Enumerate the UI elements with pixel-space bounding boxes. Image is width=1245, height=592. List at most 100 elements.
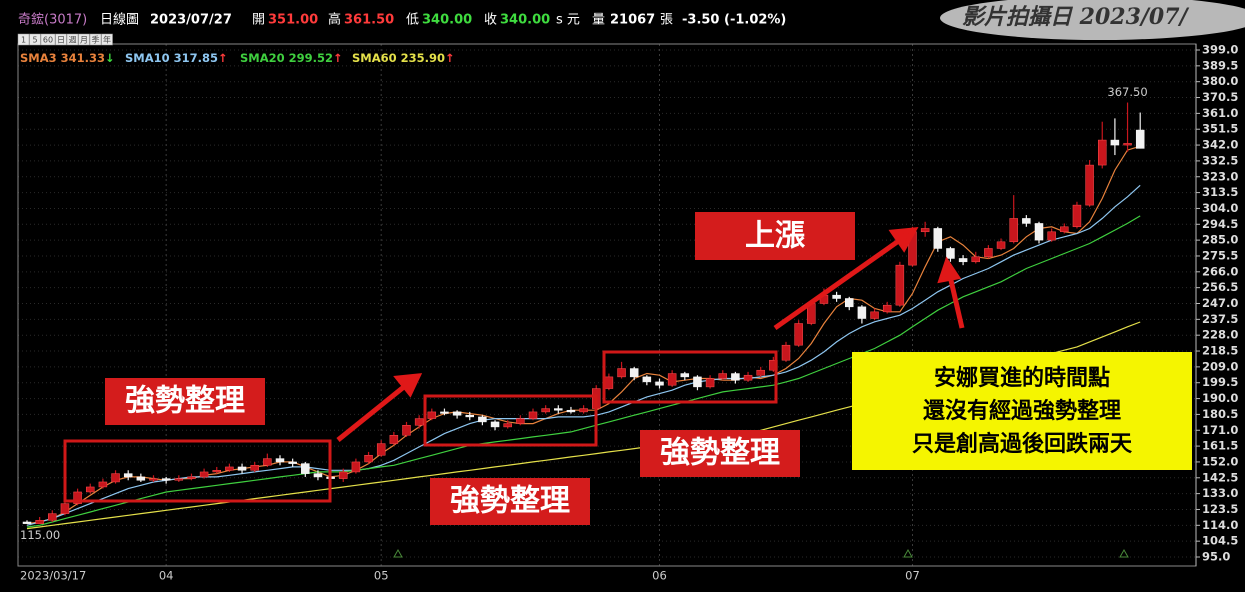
candle-body bbox=[1072, 204, 1082, 228]
period-button-label: 1 bbox=[21, 36, 26, 45]
candle-body bbox=[339, 471, 348, 479]
candle-body bbox=[604, 376, 614, 389]
candle-body bbox=[123, 473, 133, 478]
candle-body bbox=[402, 424, 411, 436]
high-value: 361.50 bbox=[344, 13, 394, 28]
y-tick-label: 389.5 bbox=[1202, 58, 1238, 72]
candle-body bbox=[617, 368, 626, 378]
candle-body bbox=[161, 478, 171, 481]
y-tick-label: 332.5 bbox=[1202, 153, 1238, 167]
period-button-label: 60 bbox=[43, 36, 53, 45]
tag-label: 強勢整理 bbox=[125, 384, 245, 419]
candle-body bbox=[857, 306, 867, 319]
legend-trend: ↓ bbox=[105, 51, 115, 65]
legend-value: 317.85 bbox=[174, 51, 218, 65]
date: 2023/07/27 bbox=[150, 13, 232, 28]
period-button-label: 5 bbox=[32, 36, 37, 45]
annotations: 強勢整理 強勢整理 強勢整理 上漲 安娜買進的時間點 還沒有經過強勢整理 只是創… bbox=[63, 212, 1192, 558]
y-tick-label: 399.0 bbox=[1202, 43, 1238, 57]
candle-body bbox=[528, 411, 538, 419]
candle-body bbox=[1098, 139, 1107, 166]
marker bbox=[903, 548, 913, 558]
candle-body bbox=[781, 344, 791, 361]
y-tick-label: 256.5 bbox=[1202, 280, 1238, 294]
y-tick-label: 152.0 bbox=[1202, 454, 1238, 468]
note-line: 還沒有經過強勢整理 bbox=[923, 398, 1121, 424]
y-tick-label: 247.0 bbox=[1202, 296, 1238, 310]
candle-body bbox=[794, 323, 803, 346]
candle-body bbox=[1060, 226, 1069, 233]
candle-body bbox=[60, 503, 70, 514]
legend-entry: SMA20 299.52↑ bbox=[240, 51, 343, 65]
candle-body bbox=[516, 418, 525, 424]
candle-body bbox=[22, 521, 32, 524]
candle-body bbox=[882, 304, 892, 313]
open-label: 開 bbox=[252, 13, 265, 28]
unit: s 元 bbox=[556, 13, 580, 28]
marker bbox=[1119, 548, 1129, 558]
candle-body bbox=[364, 455, 373, 463]
note-bg bbox=[852, 352, 1192, 470]
candle-body bbox=[389, 435, 399, 444]
candle-body bbox=[212, 470, 221, 473]
candle-body bbox=[351, 461, 361, 473]
low-label: 低 bbox=[406, 13, 419, 28]
y-tick-label: 323.0 bbox=[1202, 169, 1238, 183]
candle-body bbox=[313, 473, 323, 478]
candle-body bbox=[655, 381, 664, 386]
candle-body bbox=[756, 369, 765, 376]
candle-body bbox=[478, 416, 487, 423]
max-label: 367.50 bbox=[1107, 85, 1147, 99]
y-tick-label: 114.0 bbox=[1202, 518, 1238, 532]
arrow-head bbox=[937, 256, 962, 284]
candle-body bbox=[642, 376, 652, 383]
tag-bg bbox=[105, 378, 265, 425]
candle-body bbox=[629, 368, 639, 378]
close-value: 340.00 bbox=[500, 13, 550, 28]
candle-body bbox=[1110, 139, 1120, 146]
candle-body bbox=[743, 374, 753, 381]
range-box bbox=[602, 350, 778, 404]
candle-body bbox=[288, 461, 297, 464]
candle-body bbox=[490, 421, 500, 428]
candle-body bbox=[984, 248, 993, 258]
candle-body bbox=[946, 248, 955, 259]
y-tick-label: 285.0 bbox=[1202, 233, 1238, 247]
y-tick-label: 171.0 bbox=[1202, 423, 1238, 437]
arrow bbox=[773, 237, 902, 331]
volume-value: 21067 bbox=[610, 13, 655, 28]
tag-bg bbox=[695, 212, 855, 260]
legend-value: 235.90 bbox=[401, 51, 445, 65]
legend-name: SMA20 bbox=[240, 51, 285, 65]
legend-trend: ↑ bbox=[445, 51, 455, 65]
legend-entry: SMA60 235.90↑ bbox=[352, 51, 455, 65]
period-button-label: 日 bbox=[57, 36, 65, 45]
period-button bbox=[29, 33, 41, 46]
y-tick-label: 342.0 bbox=[1202, 138, 1238, 152]
candle-body bbox=[705, 378, 715, 388]
legend-name: SMA3 bbox=[20, 51, 57, 65]
candle-body bbox=[996, 241, 1006, 249]
period-button-label: 年 bbox=[103, 35, 111, 45]
close-label: 收 bbox=[484, 13, 497, 28]
candle-body bbox=[1135, 129, 1145, 149]
tag-bg bbox=[430, 478, 590, 525]
period-button-label: 月 bbox=[80, 36, 88, 45]
y-tick-label: 133.0 bbox=[1202, 486, 1238, 500]
candle-body bbox=[149, 478, 158, 481]
y-tick-label: 266.0 bbox=[1202, 264, 1238, 278]
period-button-label: 季 bbox=[92, 35, 100, 45]
candle-body bbox=[187, 476, 196, 479]
legend-trend: ↑ bbox=[333, 51, 343, 65]
tag-label: 強勢整理 bbox=[450, 484, 570, 519]
marker bbox=[393, 548, 403, 558]
y-tick-label: 142.5 bbox=[1202, 470, 1238, 484]
arrow-head bbox=[888, 227, 919, 253]
candle-body bbox=[98, 481, 108, 488]
period-button bbox=[66, 33, 79, 46]
period-button bbox=[17, 33, 30, 46]
candle-body bbox=[693, 376, 702, 388]
